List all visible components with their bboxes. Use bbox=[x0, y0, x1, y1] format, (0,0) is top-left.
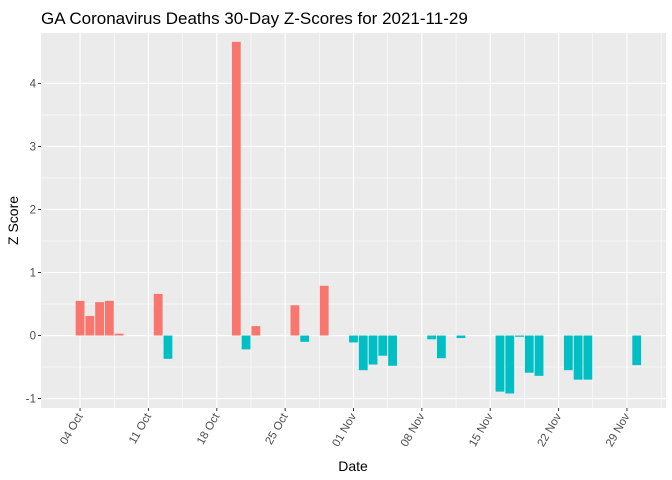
grid-lines bbox=[41, 33, 666, 408]
bar bbox=[300, 335, 310, 342]
x-tick-label: 11 Oct bbox=[127, 411, 154, 446]
x-tick-label: 15 Nov bbox=[467, 411, 496, 449]
bar bbox=[163, 335, 173, 359]
x-tick-label: 08 Nov bbox=[399, 411, 428, 449]
bar bbox=[388, 335, 397, 366]
x-tick-label: 18 Oct bbox=[195, 411, 223, 447]
bar bbox=[563, 335, 573, 371]
x-tick-label: 01 Nov bbox=[330, 411, 359, 449]
y-tick-label: 4 bbox=[30, 78, 37, 90]
y-tick-label: 2 bbox=[30, 204, 36, 216]
x-tick-label: 25 Oct bbox=[263, 411, 291, 447]
bar bbox=[534, 335, 544, 376]
y-axis-title: Z Score bbox=[5, 196, 21, 245]
x-axis-title: Date bbox=[338, 458, 368, 474]
bar bbox=[378, 335, 388, 356]
bar bbox=[456, 335, 466, 339]
y-tick-label: 3 bbox=[30, 141, 36, 153]
bar bbox=[368, 335, 378, 365]
bar bbox=[231, 41, 241, 336]
bar bbox=[427, 335, 437, 340]
bar bbox=[632, 335, 642, 366]
bar bbox=[436, 335, 446, 359]
chart-title: GA Coronavirus Deaths 30-Day Z-Scores fo… bbox=[41, 9, 468, 28]
bar bbox=[349, 335, 358, 343]
bar bbox=[95, 302, 104, 336]
bar bbox=[104, 300, 114, 336]
y-axis: -1 0 1 2 3 4 bbox=[26, 78, 41, 406]
bar bbox=[515, 335, 524, 337]
bar bbox=[583, 335, 593, 380]
bar bbox=[290, 305, 300, 336]
x-axis: 04 Oct 11 Oct 18 Oct 25 Oct 01 Nov 08 Nov 15 N… bbox=[58, 408, 633, 449]
bar bbox=[573, 335, 583, 380]
bar-series bbox=[75, 41, 642, 394]
bar bbox=[505, 335, 515, 394]
y-tick-label: 1 bbox=[30, 267, 36, 279]
y-tick-label: 0 bbox=[30, 331, 36, 343]
bar bbox=[251, 326, 261, 336]
bar bbox=[153, 293, 163, 336]
bar bbox=[114, 333, 124, 336]
y-tick-label: -1 bbox=[26, 394, 36, 406]
bar bbox=[241, 335, 251, 350]
bar bbox=[75, 300, 85, 336]
bar bbox=[524, 335, 534, 373]
x-tick-label: 04 Oct bbox=[58, 411, 86, 447]
bar bbox=[358, 335, 368, 371]
bar bbox=[319, 285, 329, 336]
x-tick-label: 22 Nov bbox=[536, 411, 565, 449]
x-tick-label: 29 Nov bbox=[604, 411, 633, 449]
bar bbox=[495, 335, 505, 392]
bar bbox=[85, 315, 95, 336]
